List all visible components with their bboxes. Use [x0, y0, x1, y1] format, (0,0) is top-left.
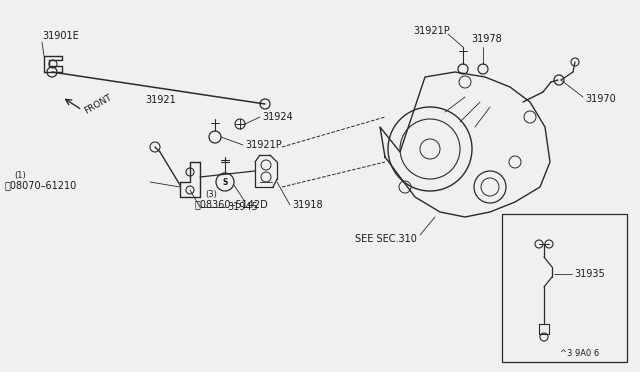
- Text: SEE SEC.310: SEE SEC.310: [355, 234, 417, 244]
- Text: (1): (1): [14, 170, 26, 180]
- Text: 31935: 31935: [574, 269, 605, 279]
- Text: S: S: [222, 177, 228, 186]
- Text: Ⓝ08360–5142D: Ⓝ08360–5142D: [195, 199, 269, 209]
- Text: ⒲08070–61210: ⒲08070–61210: [5, 180, 77, 190]
- Text: 31921P: 31921P: [413, 26, 450, 36]
- Bar: [502, 214, 627, 362]
- Text: 31924: 31924: [262, 112, 292, 122]
- Text: ^3 9A0 6: ^3 9A0 6: [560, 350, 599, 359]
- Text: 31901E: 31901E: [42, 31, 79, 41]
- Text: 31918: 31918: [292, 200, 323, 210]
- Text: 31921: 31921: [145, 95, 176, 105]
- Text: 31921P: 31921P: [245, 140, 282, 150]
- Text: (3): (3): [205, 189, 217, 199]
- Text: 31978: 31978: [471, 34, 502, 44]
- Text: 31970: 31970: [585, 94, 616, 104]
- Text: FRONT: FRONT: [83, 93, 114, 116]
- Text: 31945: 31945: [227, 202, 258, 212]
